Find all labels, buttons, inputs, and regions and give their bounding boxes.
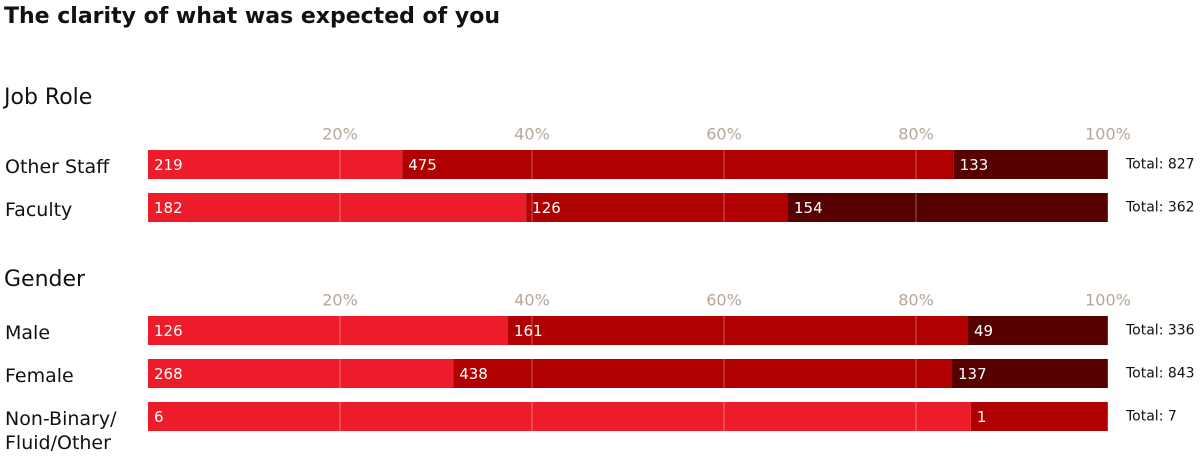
total-label: Total: 843 [1125,366,1195,382]
total-label: Total: 7 [1125,409,1177,425]
x-tick-label: 80% [898,125,934,144]
bar-segment [951,359,1108,388]
bar-segment [453,359,952,388]
page-title: The clarity of what was expected of you [4,4,500,29]
value-label: 438 [459,365,488,383]
value-label: 49 [974,322,993,340]
value-label: 182 [154,199,183,217]
value-label: 6 [154,408,164,426]
bar-segment [148,359,454,388]
value-label: 133 [960,156,989,174]
bar-segment [526,193,788,222]
bar-segment [148,402,971,431]
x-tick-label: 20% [322,125,358,144]
value-label: 154 [794,199,823,217]
bar-segment [148,316,508,345]
x-tick-label: 100% [1085,125,1131,144]
bar-segment [968,316,1108,345]
section-title: Gender [4,267,86,292]
value-label: 126 [154,322,183,340]
bars [148,150,1108,222]
category-label: Non-Binary/ Fluid/Other [5,407,117,454]
bar-segment [970,402,1108,431]
value-label: 1 [977,408,987,426]
x-tick-label: 20% [322,291,358,310]
bar-segment [508,316,968,345]
value-label: 161 [514,322,543,340]
x-tick-label: 40% [514,291,550,310]
x-tick-label: 40% [514,125,550,144]
bar-segment [953,150,1108,179]
bar-segment [788,193,1108,222]
x-tick-label: 100% [1085,291,1131,310]
value-label: 475 [408,156,437,174]
value-label: 126 [532,199,561,217]
total-label: Total: 362 [1125,200,1195,216]
category-label: Faculty [5,198,73,221]
value-label: 137 [958,365,987,383]
category-label: Female [5,364,74,387]
section-title: Job Role [2,85,92,110]
bar-segment [402,150,954,179]
value-label: 219 [154,156,183,174]
grid [339,316,1109,431]
bar-segment [148,193,527,222]
bar-segment [148,150,403,179]
value-label: 268 [154,365,183,383]
x-tick-label: 80% [898,291,934,310]
category-label: Other Staff [5,155,110,178]
bars [148,316,1108,431]
x-tick-label: 60% [706,291,742,310]
grid [339,150,1109,222]
total-label: Total: 827 [1125,157,1195,173]
category-label: Male [5,321,51,344]
total-label: Total: 336 [1125,323,1195,339]
x-tick-label: 60% [706,125,742,144]
